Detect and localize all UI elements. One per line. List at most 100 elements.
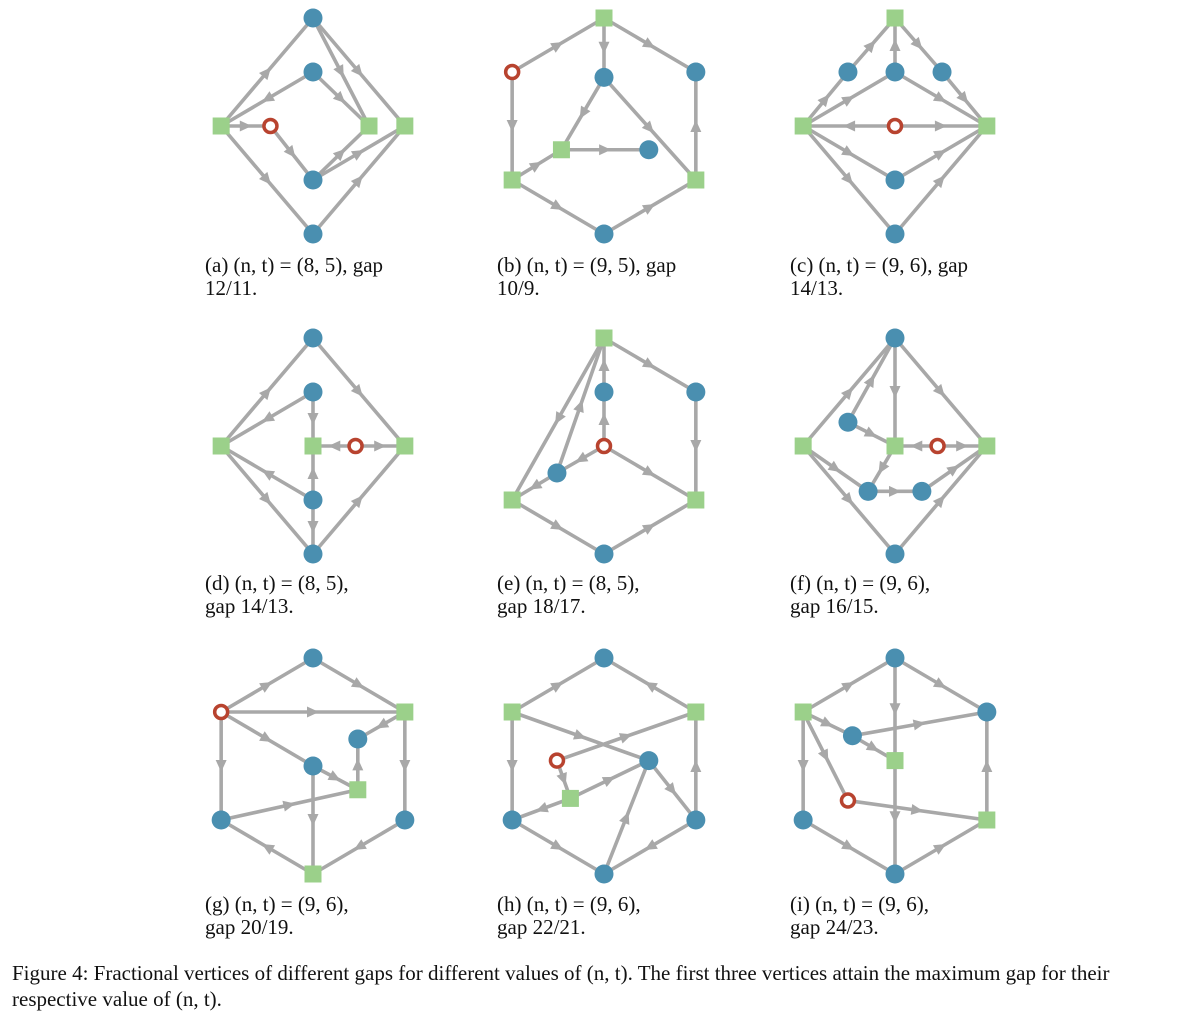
- vertex-square: [978, 811, 996, 829]
- vertex-circle: [547, 463, 567, 483]
- vertex-square: [503, 171, 521, 189]
- edge-arrow-icon: [573, 399, 584, 413]
- vertex-circle: [594, 864, 614, 884]
- edge-arrow-icon: [350, 175, 363, 189]
- vertex-circle: [594, 544, 614, 564]
- edge-arrow-icon: [333, 64, 344, 78]
- vertex-square: [886, 752, 904, 770]
- vertex-ring: [929, 437, 946, 455]
- vertex-circle: [885, 170, 905, 190]
- vertex-square: [595, 9, 613, 27]
- edge-arrow-icon: [932, 495, 945, 509]
- vertex-circle: [838, 412, 858, 432]
- edge-arrow-icon: [841, 681, 855, 693]
- vertex-circle: [303, 544, 323, 564]
- edge-arrow-icon: [555, 411, 566, 425]
- vertex-circle: [639, 140, 659, 160]
- vertex-square: [503, 491, 521, 509]
- vertex-square: [561, 789, 579, 807]
- vertex-square: [978, 117, 996, 135]
- vertex-square: [886, 9, 904, 27]
- vertex-circle: [838, 62, 858, 82]
- edge-arrow-icon: [261, 469, 276, 481]
- vertex-circle: [594, 382, 614, 402]
- vertex-circle: [303, 62, 323, 82]
- graph-panel-e: [503, 329, 706, 564]
- edge-arrow-icon: [889, 39, 901, 51]
- panel-caption-h: (h) (n, t) = (9, 6), gap 22/21.: [497, 892, 641, 939]
- edge-arrow-icon: [841, 145, 855, 157]
- edge-arrow-icon: [350, 63, 363, 77]
- vertex-circle: [303, 224, 323, 244]
- edge-arrow-icon: [841, 839, 855, 851]
- edge-arrow-icon: [644, 681, 658, 693]
- edge-arrow-icon: [307, 814, 319, 826]
- edge-arrow-icon: [817, 94, 830, 108]
- vertex-square: [552, 141, 570, 159]
- edge-arrow-icon: [550, 839, 564, 851]
- vertex-circle: [885, 544, 905, 564]
- edge-arrow-icon: [934, 120, 947, 132]
- edge-arrow-icon: [572, 729, 587, 740]
- edge-arrow-icon: [550, 41, 564, 53]
- panel-caption-f: (f) (n, t) = (9, 6), gap 16/15.: [790, 571, 931, 618]
- graph-panel-c: [794, 9, 996, 244]
- edge-arrow-icon: [282, 800, 296, 812]
- vertex-circle: [303, 490, 323, 510]
- vertex-circle: [885, 648, 905, 668]
- edge-arrow-icon: [575, 451, 589, 463]
- edge-arrow-icon: [912, 719, 926, 731]
- edge-arrow-icon: [843, 120, 856, 132]
- edge-arrow-icon: [863, 374, 875, 389]
- vertex-square: [687, 171, 705, 189]
- edge-arrow-icon: [261, 843, 276, 855]
- vertex-square: [687, 703, 705, 721]
- vertex-circle: [594, 224, 614, 244]
- vertex-ring: [839, 792, 857, 809]
- graph-panel-d: [212, 328, 414, 564]
- edge-arrow-icon: [350, 495, 363, 509]
- edge-arrow-icon: [932, 383, 945, 397]
- edge-arrow-icon: [350, 149, 365, 161]
- edge-arrow-icon: [641, 357, 656, 369]
- edge-arrow-icon: [641, 523, 656, 535]
- edge-arrow-icon: [889, 386, 901, 398]
- panel-caption-e: (e) (n, t) = (8, 5), gap 18/17.: [497, 571, 640, 618]
- vertex-circle: [885, 864, 905, 884]
- vertex-ring: [503, 63, 521, 81]
- edge-arrow-icon: [932, 175, 945, 189]
- edge-arrow-icon: [863, 40, 876, 54]
- edge-arrow-icon: [932, 149, 947, 161]
- edge-arrow-icon: [956, 440, 969, 452]
- edge-arrow-icon: [261, 91, 276, 103]
- vertex-circle: [885, 62, 905, 82]
- edge-arrow-icon: [889, 703, 901, 716]
- edge-arrow-icon: [599, 144, 612, 156]
- edge-arrow-icon: [641, 120, 654, 134]
- vertex-ring: [548, 752, 566, 769]
- edge-arrow-icon: [327, 770, 341, 781]
- edge-arrow-icon: [307, 706, 319, 718]
- edge-arrow-icon: [332, 90, 346, 104]
- vertex-circle: [639, 751, 659, 771]
- vertex-ring: [212, 703, 230, 721]
- vertex-square: [304, 865, 322, 883]
- edge-arrow-icon: [261, 411, 276, 423]
- graph-panel-a: [212, 8, 414, 244]
- edge-arrow-icon: [841, 95, 855, 107]
- edge-arrow-icon: [619, 811, 630, 825]
- edge-arrow-icon: [352, 758, 364, 771]
- vertex-circle: [594, 67, 614, 87]
- vertex-circle: [502, 810, 522, 830]
- edge-arrow-icon: [690, 760, 702, 772]
- edge-arrow-icon: [350, 677, 365, 689]
- vertex-square: [687, 491, 705, 509]
- edge-arrow-icon: [641, 465, 656, 477]
- edge-arrow-icon: [910, 36, 923, 50]
- edge-arrow-icon: [878, 460, 890, 474]
- vertex-ring: [886, 117, 904, 135]
- edge-arrow-icon: [535, 801, 549, 813]
- edge-arrow-icon: [981, 760, 993, 772]
- vertex-square: [396, 117, 414, 135]
